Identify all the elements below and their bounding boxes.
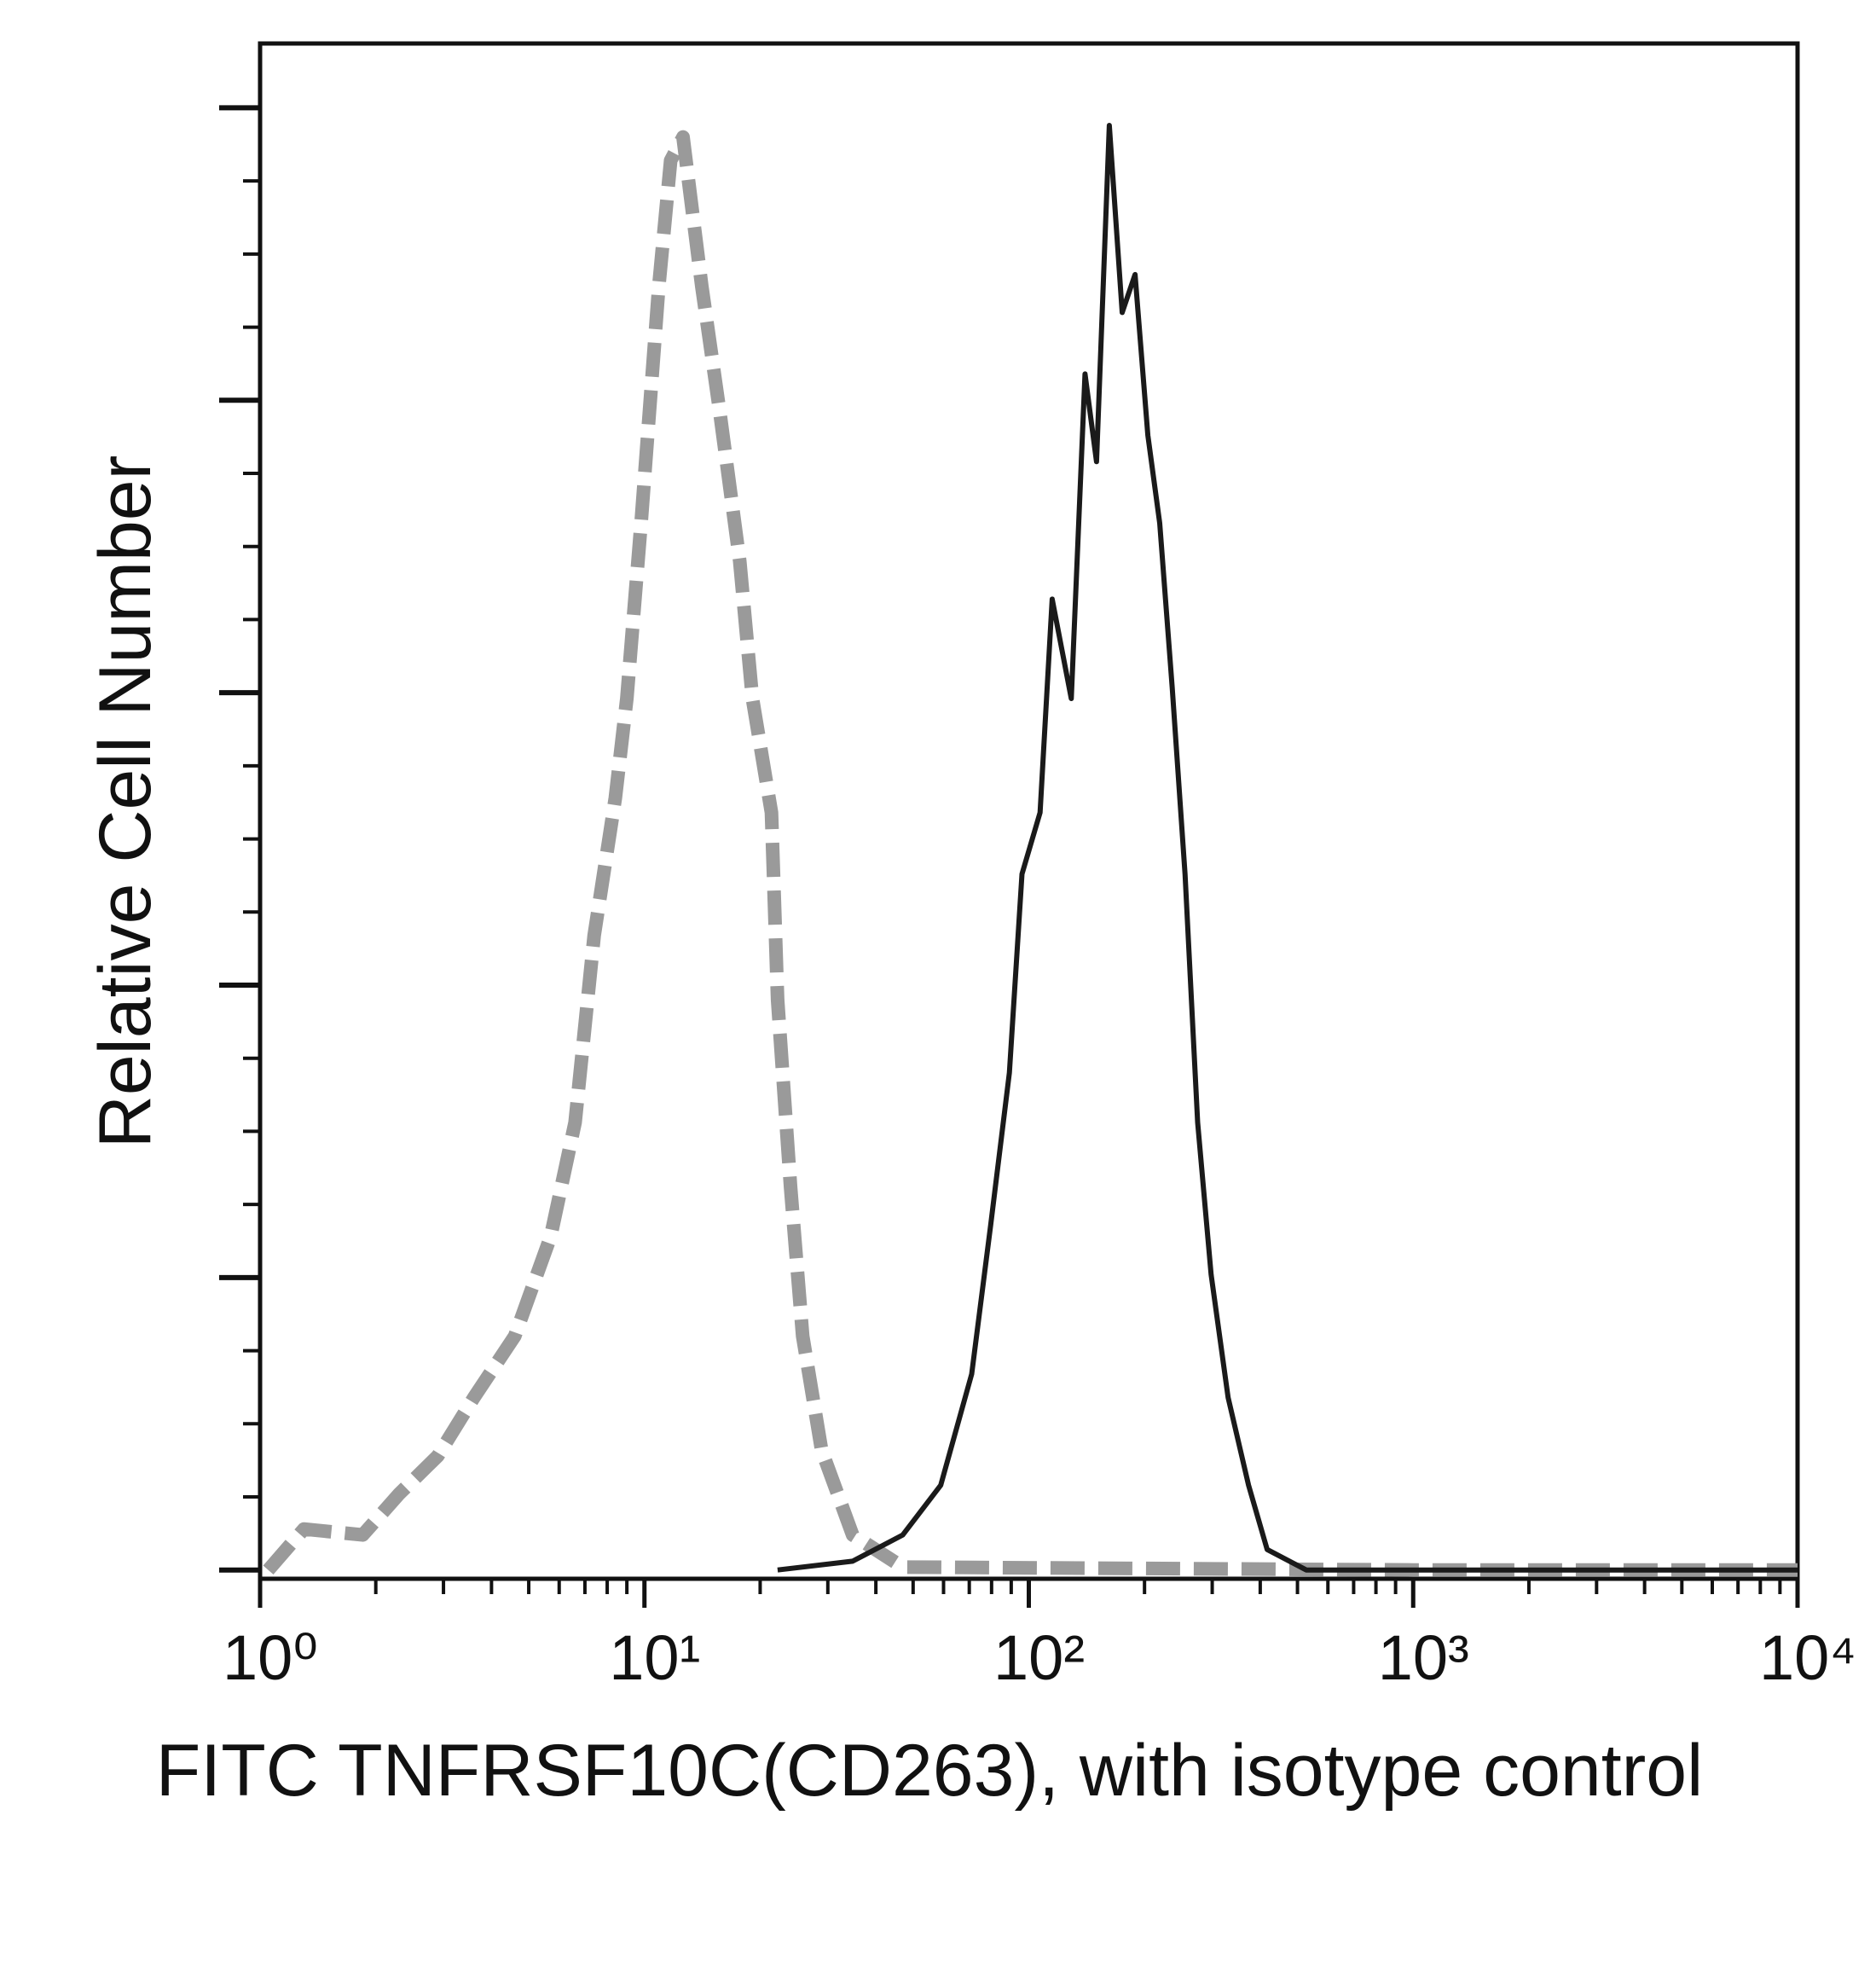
histogram-line <box>263 130 1798 1577</box>
x-tick-label: 10² <box>993 1622 1085 1693</box>
x-tick-label: 10¹ <box>609 1622 700 1693</box>
histogram-line <box>777 123 1798 1573</box>
x-tick-label: 10⁴ <box>1759 1622 1856 1693</box>
y-axis-label: Relative Cell Number <box>84 455 166 1149</box>
x-axis-label: FITC TNFRSF10C(CD263), with isotype cont… <box>156 1730 1703 1812</box>
x-tick-label: 10³ <box>1378 1622 1469 1693</box>
plot-frame <box>258 41 1800 1581</box>
x-tick-label: 10⁰ <box>223 1622 318 1693</box>
